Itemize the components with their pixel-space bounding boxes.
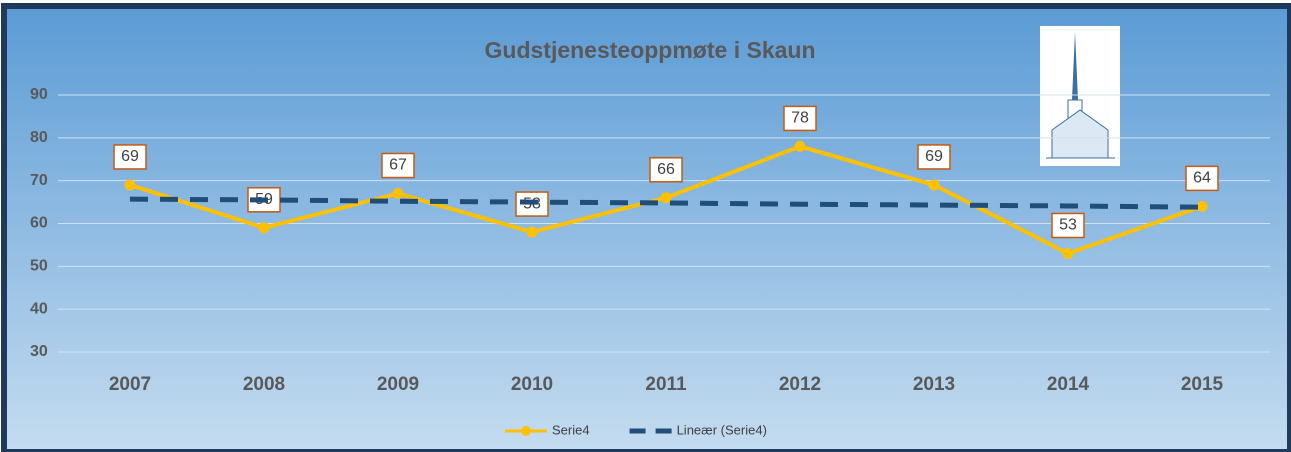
legend-marker bbox=[521, 426, 531, 436]
x-tick-label: 2013 bbox=[913, 374, 955, 395]
data-label: 69 bbox=[925, 148, 943, 165]
data-label: 78 bbox=[791, 110, 809, 127]
data-label: 69 bbox=[121, 148, 139, 165]
x-tick-label: 2012 bbox=[779, 374, 821, 395]
marker bbox=[393, 188, 404, 199]
y-tick-label: 80 bbox=[30, 129, 48, 146]
x-tick-label: 2010 bbox=[511, 374, 553, 395]
marker bbox=[125, 179, 136, 190]
y-tick-label: 30 bbox=[30, 343, 48, 360]
x-tick-label: 2011 bbox=[645, 374, 687, 395]
legend-label: Serie4 bbox=[552, 422, 590, 437]
x-tick-label: 2014 bbox=[1047, 374, 1090, 395]
y-tick-label: 50 bbox=[30, 258, 48, 275]
marker bbox=[1063, 248, 1074, 259]
x-tick-label: 2009 bbox=[377, 374, 419, 395]
marker bbox=[1197, 201, 1208, 212]
marker bbox=[929, 179, 940, 190]
marker bbox=[259, 222, 270, 233]
data-label: 53 bbox=[1059, 217, 1077, 234]
marker bbox=[527, 227, 538, 238]
y-tick-label: 40 bbox=[30, 300, 48, 317]
church-image bbox=[1040, 26, 1120, 166]
data-label: 67 bbox=[389, 157, 407, 174]
marker bbox=[661, 192, 672, 203]
chart: Gudstjenesteoppmøte i Skaun 30 40 50 60 70 80… bbox=[0, 0, 1291, 452]
chart-title: Gudstjenesteoppmøte i Skaun bbox=[485, 37, 816, 63]
x-tick-label: 2008 bbox=[243, 374, 285, 395]
y-tick-label: 90 bbox=[30, 86, 48, 103]
data-label: 64 bbox=[1193, 170, 1211, 187]
x-tick-label: 2007 bbox=[109, 374, 151, 395]
y-tick-label: 60 bbox=[30, 215, 48, 232]
x-tick-label: 2015 bbox=[1181, 374, 1224, 395]
legend-label: Lineær (Serie4) bbox=[677, 422, 767, 437]
marker bbox=[795, 141, 806, 152]
data-label: 66 bbox=[657, 161, 675, 178]
y-tick-label: 70 bbox=[30, 172, 48, 189]
